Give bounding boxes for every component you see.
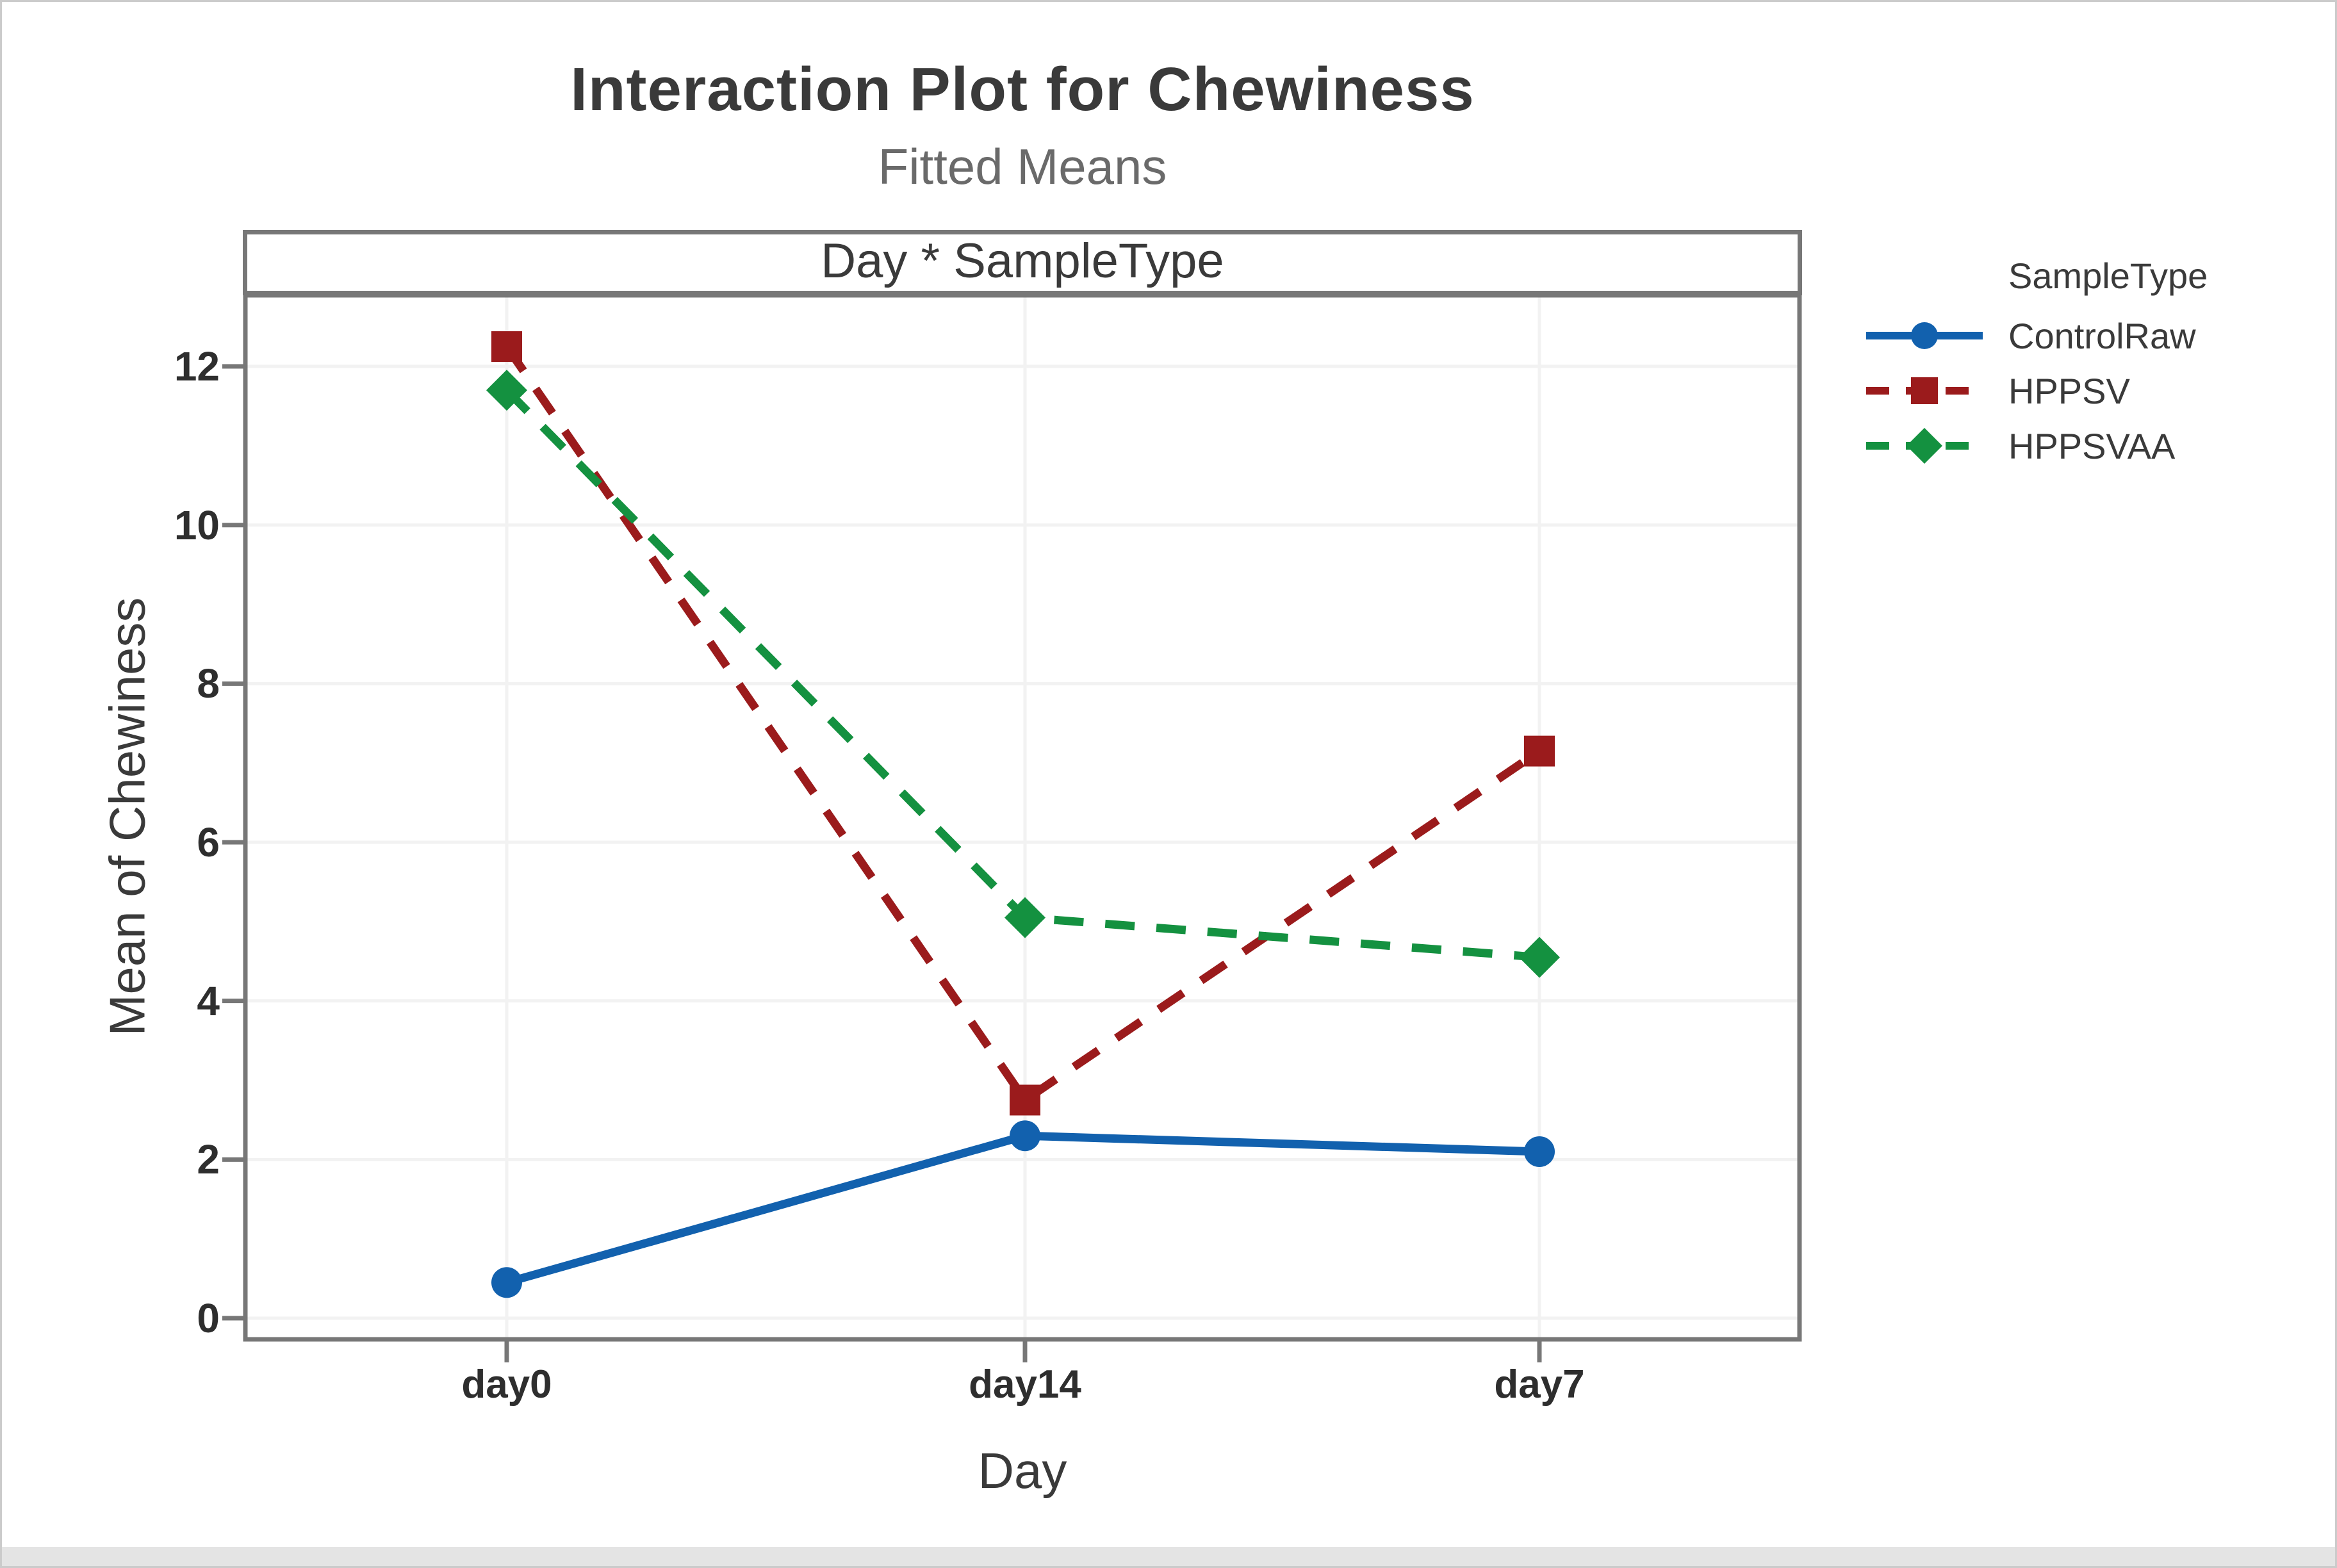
legend-item-label: ControlRaw: [2008, 315, 2196, 356]
x-tick-label: day0: [461, 1362, 552, 1407]
plot-frame: [243, 293, 1802, 1342]
series-line-hppsvaa: [504, 387, 1540, 962]
chart-title: Interaction Plot for Chewiness: [570, 55, 1475, 124]
x-tick-label: day7: [1494, 1362, 1585, 1407]
legend-item-label: HPPSV: [2008, 370, 2130, 411]
y-tick-label: 12: [174, 343, 220, 390]
window-bottom-edge: [2, 1547, 2335, 1566]
y-tick-label: 10: [174, 502, 220, 548]
data-point-hppsvaa: [1004, 897, 1046, 938]
data-point-hppsvaa: [486, 370, 527, 411]
x-tick-label: day14: [969, 1362, 1081, 1407]
data-point-controlraw: [1010, 1120, 1040, 1152]
legend-item-label: HPPSVAA: [2008, 425, 2176, 466]
data-point-controlraw: [1524, 1136, 1555, 1167]
legend-key-diamond-icon: [1866, 428, 1983, 464]
y-tick-label: 0: [197, 1295, 220, 1341]
data-point-hppsv: [1524, 735, 1555, 767]
y-tick-label: 6: [197, 819, 220, 866]
series-line-controlraw: [505, 1131, 1540, 1287]
y-tick-label: 2: [197, 1136, 220, 1183]
y-axis-title: Mean of Chewiness: [99, 597, 156, 1036]
data-point-hppsvaa: [1519, 936, 1560, 978]
data-point-hppsv: [1010, 1084, 1040, 1116]
chart-subtitle: Fitted Means: [878, 138, 1167, 195]
legend-item-hppsvaa: HPPSVAA: [1864, 418, 2325, 473]
legend-key-square-icon: [1866, 377, 1983, 404]
y-tick-label: 4: [197, 977, 220, 1024]
y-tick-label: 8: [197, 660, 220, 707]
data-point-hppsv: [491, 331, 522, 363]
legend-item-controlraw: ControlRaw: [1864, 308, 2325, 363]
legend-rows: ControlRaw HPPSV HPPSVAA: [1864, 308, 2325, 473]
x-axis-title: Day: [978, 1442, 1067, 1499]
legend: SampleType ControlRaw HPPSV HPPSVAA: [1864, 256, 2325, 473]
data-point-controlraw: [491, 1267, 522, 1298]
legend-title: SampleType: [2008, 256, 2208, 296]
series-line-hppsv: [503, 344, 1542, 1106]
legend-item-hppsv: HPPSV: [1864, 363, 2325, 418]
panel-header-label: Day * SampleType: [821, 233, 1224, 288]
legend-key-circle-icon: [1866, 322, 1983, 349]
